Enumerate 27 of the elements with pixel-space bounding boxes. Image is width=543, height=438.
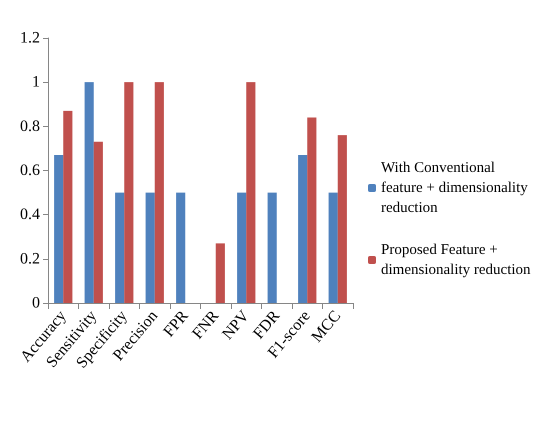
- bar: [154, 82, 164, 303]
- bar: [237, 192, 246, 303]
- bar: [307, 118, 316, 303]
- y-tick-label: 0.2: [20, 250, 40, 268]
- bar: [246, 82, 256, 303]
- bar: [216, 243, 225, 303]
- y-tick-label: 0.6: [20, 162, 40, 179]
- y-tick-label: 0.8: [20, 118, 40, 135]
- y-tick-label: 0.4: [20, 206, 40, 224]
- bar: [124, 82, 134, 303]
- y-tick-label: 0: [32, 294, 40, 312]
- bar: [328, 192, 338, 303]
- bar: [298, 155, 308, 303]
- bar: [268, 192, 277, 303]
- y-tick-label: 1.2: [20, 30, 40, 46]
- legend-label: With Conventional feature + dimensionality reduction: [381, 160, 532, 216]
- y-tick-label: 1: [32, 74, 40, 91]
- bar: [115, 192, 124, 303]
- x-tick-label: FPR: [160, 307, 192, 340]
- bar: [94, 142, 103, 303]
- bar: [84, 82, 94, 303]
- bar: [63, 110, 72, 303]
- legend-label: Proposed Feature + dimensionality reduction: [381, 242, 532, 278]
- bar: [54, 155, 64, 303]
- bar: [176, 192, 186, 303]
- bar: [338, 135, 347, 303]
- bar: [146, 192, 155, 303]
